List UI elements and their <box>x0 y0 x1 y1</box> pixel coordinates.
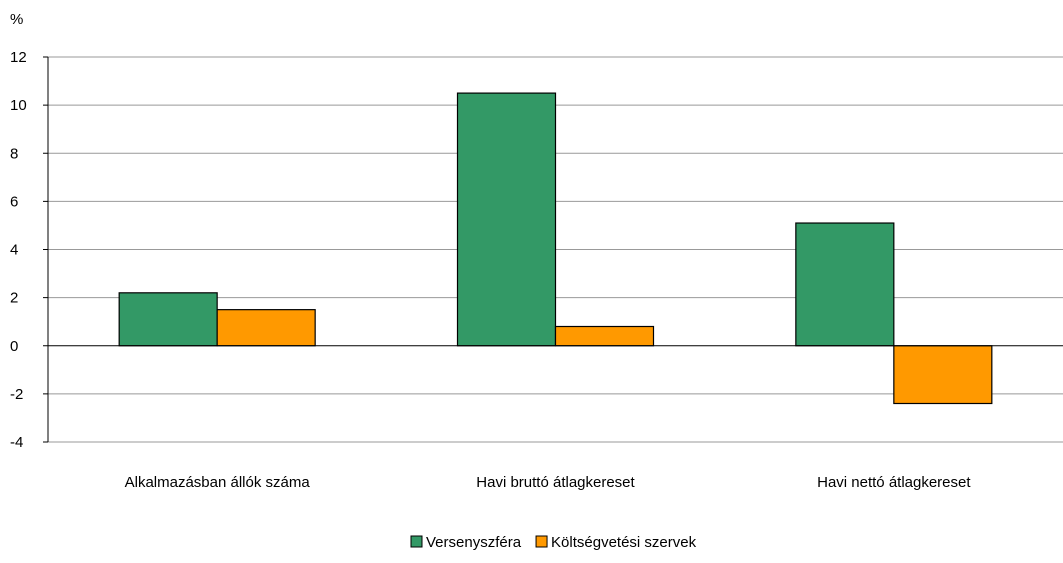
x-axis-categories: Alkalmazásban állók száma Havi bruttó átl… <box>125 474 972 491</box>
legend-swatch <box>410 535 423 548</box>
y-tick-label: 4 <box>10 242 18 259</box>
y-tick-label: -4 <box>10 434 23 451</box>
bar-series0-cat2 <box>795 222 895 347</box>
y-axis-unit-label: % <box>10 11 23 28</box>
y-tick-label: 0 <box>10 338 18 355</box>
y-tick-label: -2 <box>10 386 23 403</box>
legend: Versenyszféra Költségvetési szervek <box>410 534 697 551</box>
bars <box>118 92 993 405</box>
y-tick-label: 6 <box>10 193 18 210</box>
y-tick-label: 2 <box>10 290 18 307</box>
axes <box>47 57 1063 442</box>
y-axis-ticks: 12 10 8 6 4 2 0 -2 -4 <box>10 49 48 451</box>
bar-series0-cat1 <box>456 92 557 347</box>
y-tick-label: 10 <box>10 97 27 114</box>
y-tick-label: 8 <box>10 145 18 162</box>
bar-series1-cat0 <box>216 309 316 347</box>
legend-swatch <box>535 535 548 548</box>
x-category-label: Alkalmazásban állók száma <box>125 474 311 491</box>
legend-label: Versenyszféra <box>426 534 522 551</box>
bar-series0-cat0 <box>118 292 218 347</box>
bar-series1-cat2 <box>893 345 993 405</box>
bar-series1-cat1 <box>554 325 655 347</box>
x-category-label: Havi nettó átlagkereset <box>817 474 971 491</box>
x-category-label: Havi bruttó átlagkereset <box>476 474 635 491</box>
legend-label: Költségvetési szervek <box>551 534 697 551</box>
y-tick-label: 12 <box>10 49 27 66</box>
